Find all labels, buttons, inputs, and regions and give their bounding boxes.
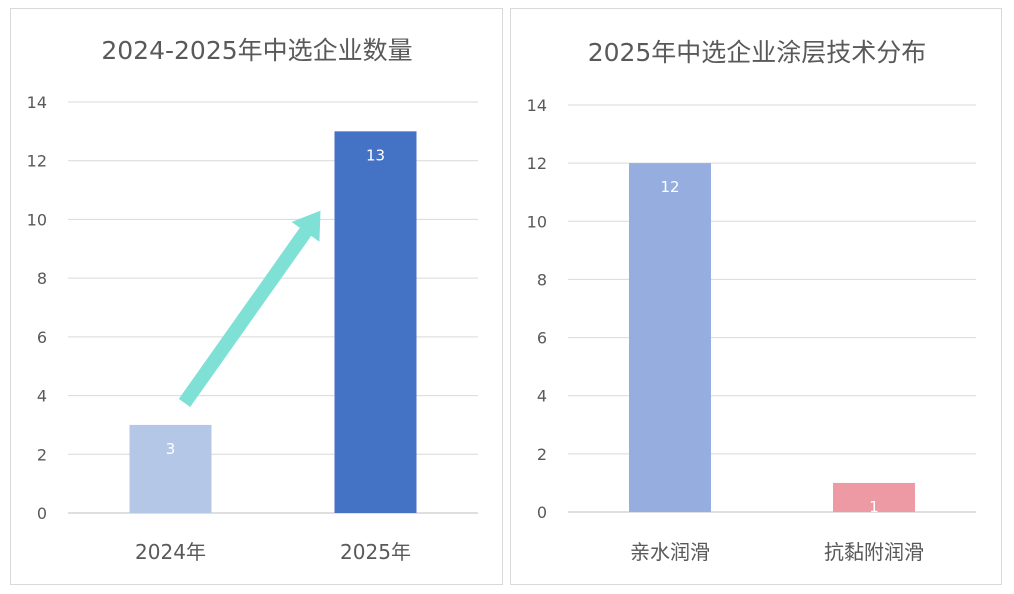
category-label: 抗黏附润滑 [824, 540, 924, 564]
category-label: 亲水润滑 [630, 540, 710, 564]
y-tick-label: 6 [37, 328, 47, 347]
bar [629, 163, 711, 512]
y-tick-label: 2 [37, 445, 47, 464]
chart-title: 2024-2025年中选企业数量 [101, 36, 412, 65]
y-tick-label: 6 [537, 329, 547, 348]
y-tick-label: 14 [527, 96, 547, 115]
y-tick-label: 2 [537, 445, 547, 464]
y-tick-label: 0 [537, 503, 547, 522]
y-tick-label: 12 [27, 152, 47, 171]
y-tick-label: 10 [527, 212, 547, 231]
data-label: 3 [166, 440, 176, 458]
bar [334, 131, 417, 513]
data-label: 12 [660, 178, 679, 196]
bar [129, 424, 212, 513]
y-tick-label: 0 [37, 504, 47, 523]
data-label: 1 [869, 498, 879, 516]
chart-panel-coating-distribution: 2025年中选企业涂层技术分布 0 2 4 6 8 10 12 14 12 亲水润滑 1 抗黏附润滑 [510, 8, 1002, 585]
chart-panel-enterprise-count: 2024-2025年中选企业数量 0 2 4 6 8 10 12 14 3 2024年 13 2025… [10, 8, 503, 585]
trend-arrow [178, 210, 321, 407]
y-tick-label: 4 [37, 387, 47, 406]
y-tick-label: 8 [37, 269, 47, 288]
category-label: 2024年 [135, 540, 206, 564]
chart-title: 2025年中选企业涂层技术分布 [588, 38, 927, 67]
bar [833, 482, 915, 512]
y-tick-label: 10 [27, 210, 47, 229]
y-tick-label: 14 [27, 93, 47, 112]
y-tick-label: 12 [527, 154, 547, 173]
category-label: 2025年 [340, 540, 411, 564]
y-tick-label: 4 [537, 387, 547, 406]
coating-distribution-chart: 2025年中选企业涂层技术分布 0 2 4 6 8 10 12 14 12 亲水润滑 1 抗黏附润滑 [527, 38, 976, 564]
data-label: 13 [366, 146, 385, 164]
enterprise-count-chart: 2024-2025年中选企业数量 0 2 4 6 8 10 12 14 3 2024年 13 2025… [27, 36, 478, 564]
y-tick-label: 8 [537, 270, 547, 289]
